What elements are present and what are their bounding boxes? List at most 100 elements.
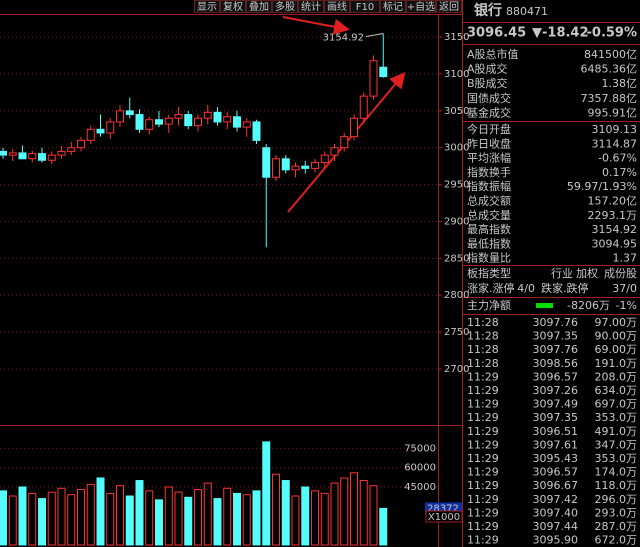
trade-volume: 191.0万 <box>595 357 638 370</box>
toolbar-button[interactable] <box>194 0 220 13</box>
trade-volume: 118.0万 <box>595 479 638 492</box>
candle-body <box>96 128 105 134</box>
candle-body <box>281 158 290 171</box>
trade-volume: 69.00万 <box>595 343 638 356</box>
price: 3096.45 <box>467 26 526 41</box>
volume-bar <box>242 494 251 546</box>
trade-volume: 697.0万 <box>595 398 638 411</box>
toolbar-label[interactable]: 复权 <box>223 0 243 13</box>
volume-bar <box>77 489 85 546</box>
candle-body <box>184 114 193 127</box>
volume-bar <box>379 507 388 546</box>
change-pct: -0.59% <box>587 26 638 41</box>
candle-body <box>379 66 388 78</box>
stat-value: 1.38亿 <box>602 77 638 90</box>
candle-body <box>135 114 144 130</box>
y-tick-label: 2700 <box>444 364 469 375</box>
toolbar-label[interactable]: 统计 <box>301 0 321 13</box>
stat-label: 涨家.涨停 <box>467 281 515 295</box>
trade-time: 11:28 <box>467 330 499 343</box>
index-name: 银行 <box>474 2 502 19</box>
volume-bar <box>106 492 115 546</box>
volume-bar <box>174 491 183 546</box>
stat-label: 总成交额 <box>467 194 511 208</box>
candle-body <box>164 117 173 125</box>
candle-body <box>369 60 378 97</box>
volume-bar <box>116 485 124 546</box>
trade-price: 3096.57 <box>533 370 579 383</box>
toolbar-button[interactable] <box>324 0 350 13</box>
toolbar-button[interactable] <box>436 0 462 13</box>
sector-option[interactable]: 成份股 <box>604 267 637 280</box>
stat-label: 国债成交 <box>467 91 511 105</box>
trade-time: 11:29 <box>467 425 499 438</box>
candle-body <box>311 161 319 169</box>
stat-label: B股成交 <box>467 76 508 90</box>
trade-volume: 353.0万 <box>595 411 638 424</box>
toolbar-button[interactable] <box>380 0 406 13</box>
volume-bar <box>155 499 163 546</box>
trade-price: 3096.51 <box>533 425 579 438</box>
volume-bar <box>28 492 37 546</box>
toolbar-button[interactable] <box>272 0 298 13</box>
volume-bar <box>359 480 368 546</box>
candle-body <box>77 139 85 149</box>
volume-bar <box>38 498 46 546</box>
volume-bar <box>67 494 76 546</box>
toolbar-button[interactable] <box>406 0 436 13</box>
sector-option[interactable]: 行业 <box>551 267 573 280</box>
toolbar-label[interactable]: +自选 <box>407 0 435 13</box>
trade-price: 3096.57 <box>533 466 579 479</box>
trade-price: 3097.76 <box>533 316 579 329</box>
candle-body <box>340 136 349 149</box>
index-code: 880471 <box>506 5 548 18</box>
toolbar-label[interactable]: F10 <box>356 2 374 13</box>
y-tick-label: 2950 <box>444 180 469 191</box>
toolbar-label[interactable]: 画线 <box>327 0 347 13</box>
trade-price: 3095.90 <box>533 534 579 547</box>
toolbar-label[interactable]: 标记 <box>383 1 403 13</box>
candle-body <box>233 116 241 128</box>
trade-volume: 97.00万 <box>595 316 638 329</box>
volume-bar <box>125 495 134 546</box>
toolbar-label[interactable]: 显示 <box>197 1 217 13</box>
candle-body <box>194 117 202 127</box>
toolbar-button[interactable] <box>298 0 324 13</box>
trade-price: 3097.40 <box>533 506 579 519</box>
trade-volume: 672.0万 <box>595 534 638 547</box>
trade-volume: 347.0万 <box>595 438 638 451</box>
volume-bar <box>203 482 212 546</box>
trade-time: 11:29 <box>467 452 499 465</box>
stat-value: 6485.36亿 <box>581 63 638 76</box>
trade-time: 11:28 <box>467 316 499 329</box>
candle-body <box>262 147 271 178</box>
volume-bar <box>213 498 222 546</box>
stat-value: 3114.87 <box>592 137 638 150</box>
trade-time: 11:29 <box>467 398 499 411</box>
candle-body <box>57 150 66 156</box>
candle-body <box>8 152 17 156</box>
trade-price: 3097.76 <box>533 343 579 356</box>
stat-label: 最低指数 <box>467 236 511 250</box>
toolbar-button[interactable] <box>220 0 246 13</box>
stat-label: 指数振幅 <box>467 179 511 193</box>
toolbar-label[interactable]: 多股 <box>275 0 295 13</box>
toolbar-label[interactable]: 叠加 <box>249 1 269 13</box>
y-tick-label: 3000 <box>444 143 469 154</box>
y-tick-label: 3050 <box>444 106 469 117</box>
stat-value: 4/0 <box>517 282 535 295</box>
sector-option[interactable]: 加权 <box>576 267 598 280</box>
trade-time: 11:29 <box>467 493 499 506</box>
toolbar-label[interactable]: 返回 <box>439 1 459 13</box>
trade-volume: 634.0万 <box>595 384 638 397</box>
volume-bar <box>262 441 271 546</box>
y-tick-label: 75000 <box>404 443 436 454</box>
trade-price: 3096.67 <box>533 479 579 492</box>
stat-value: 841500亿 <box>584 48 637 61</box>
y-tick-label: 2900 <box>444 216 469 227</box>
trade-volume: 296.0万 <box>595 493 638 506</box>
toolbar-button[interactable] <box>350 0 380 13</box>
candle-body <box>86 128 95 141</box>
candle-body <box>174 114 183 119</box>
toolbar-button[interactable] <box>246 0 272 13</box>
